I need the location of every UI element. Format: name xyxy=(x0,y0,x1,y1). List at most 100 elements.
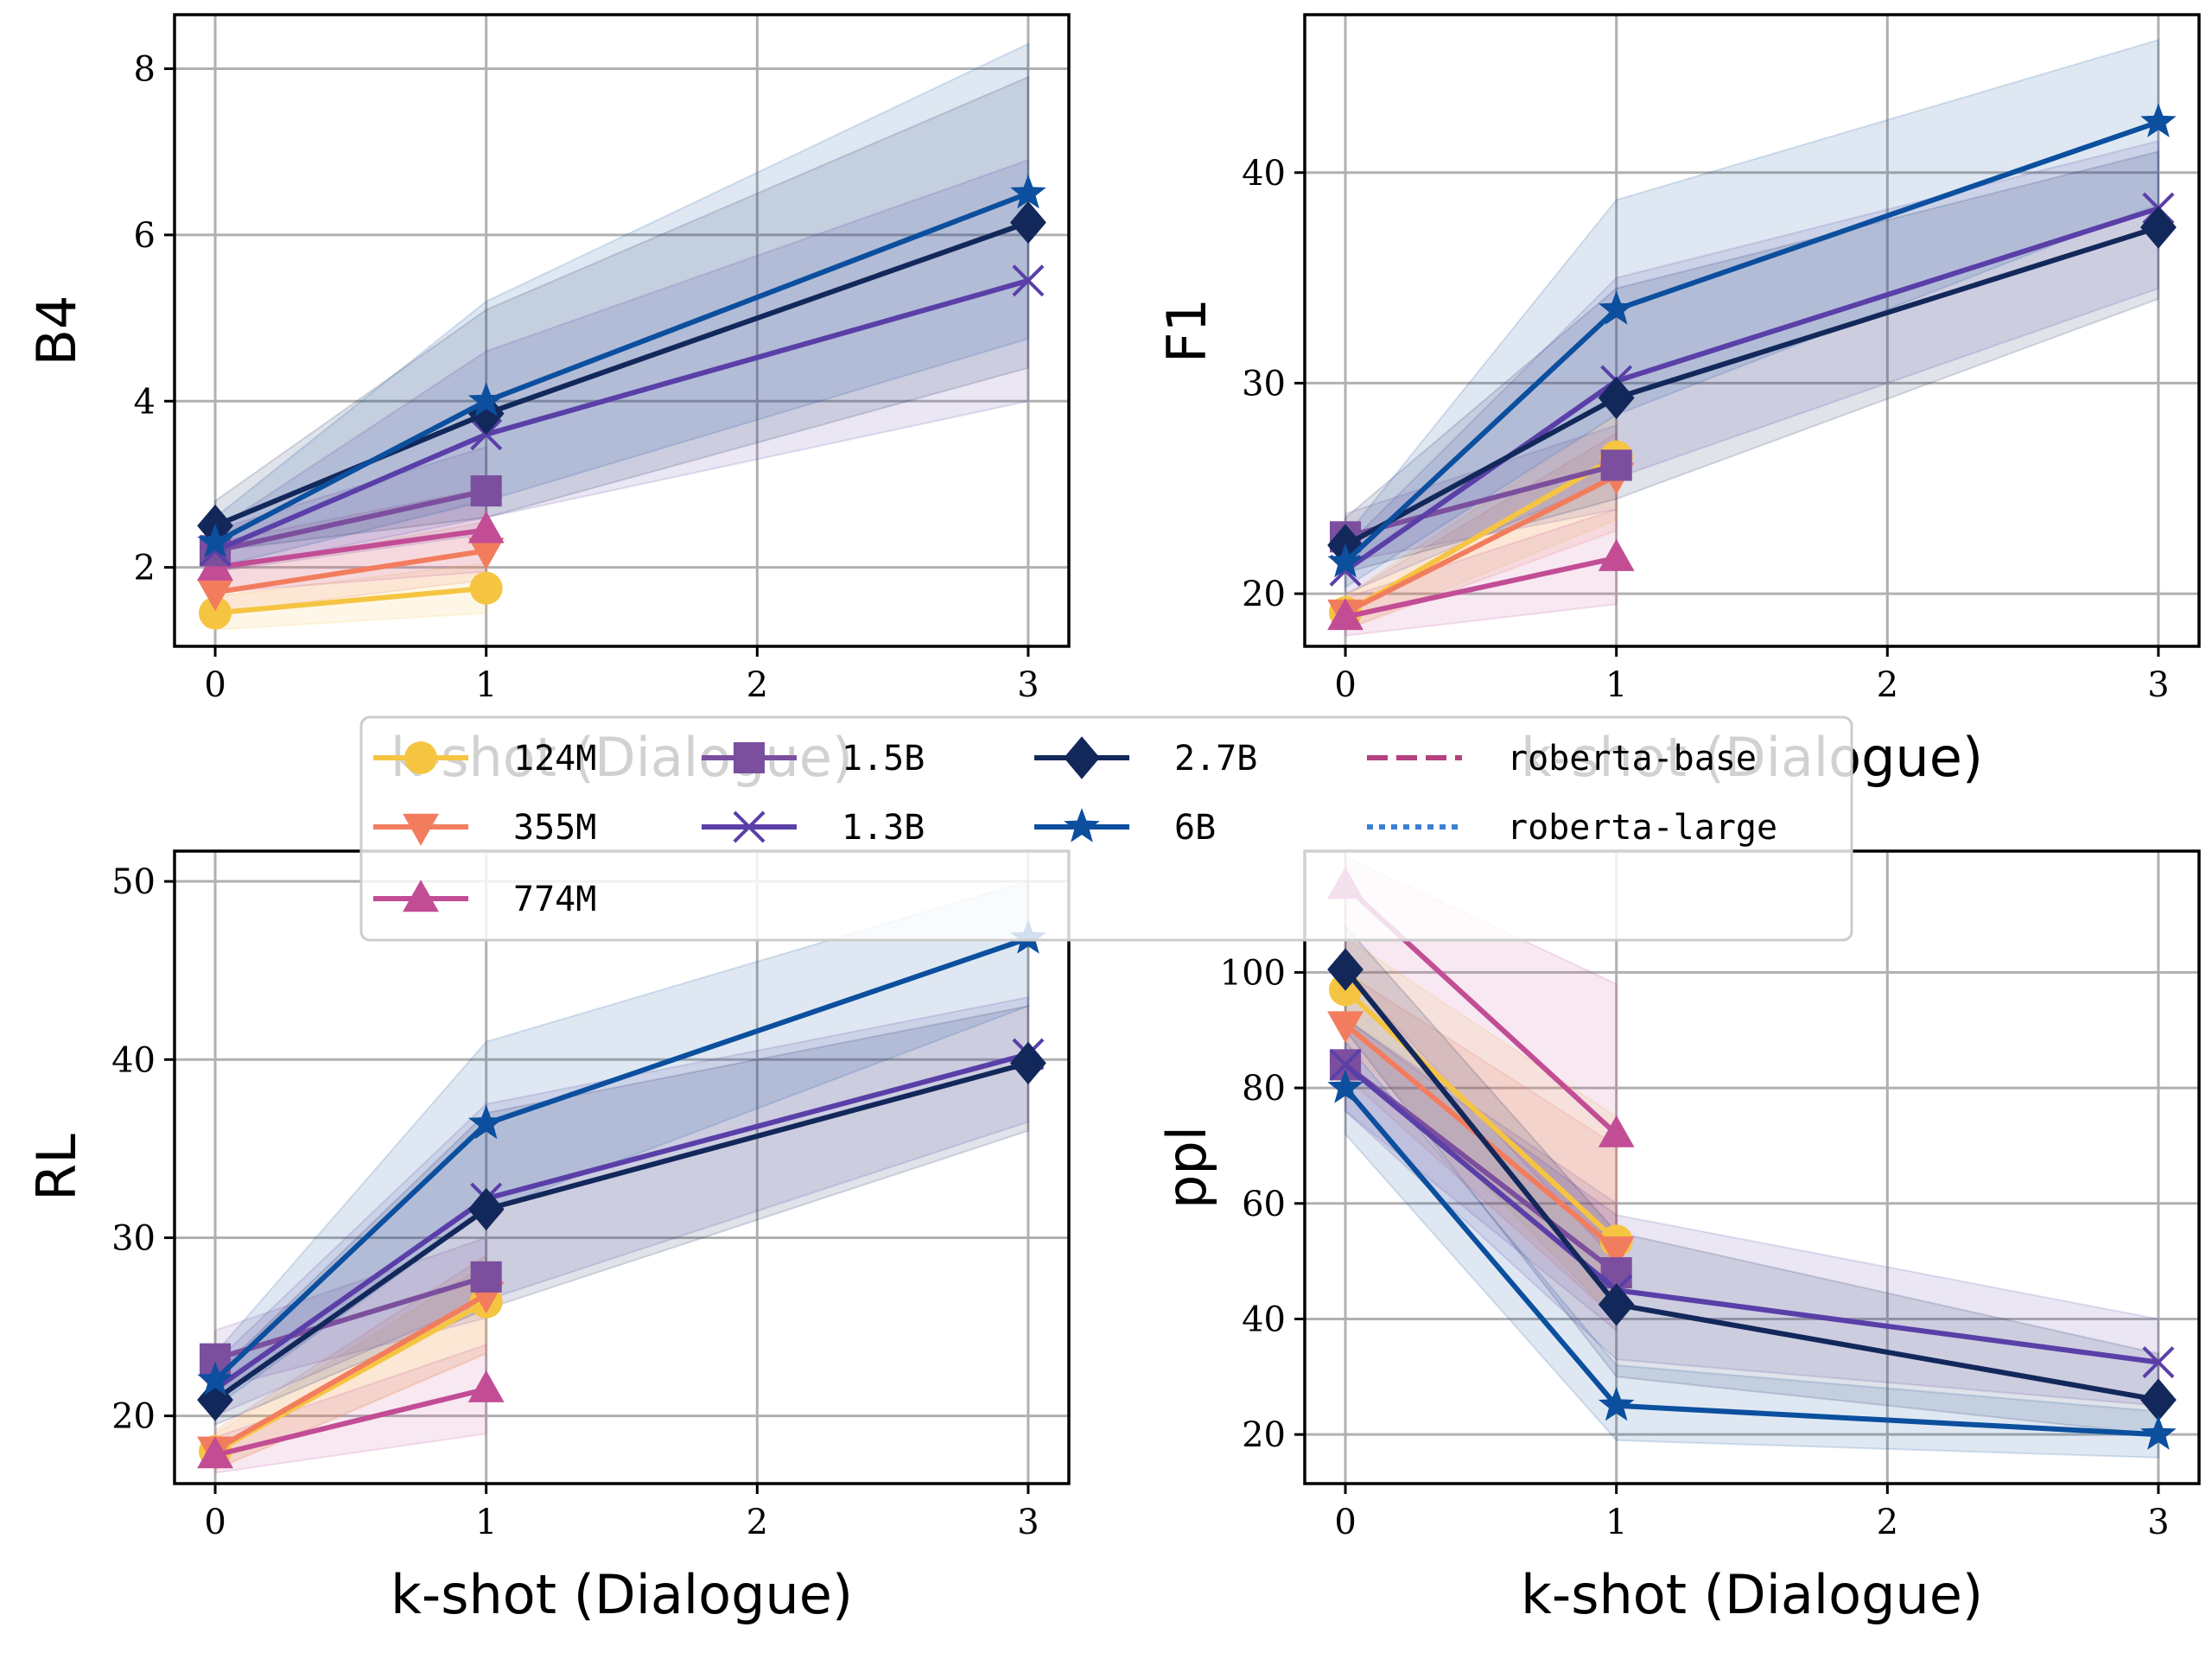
x-tick-label: 1 xyxy=(475,1503,497,1542)
x-tick-label: 2 xyxy=(1877,1503,1898,1542)
data-point-1.3B xyxy=(1329,1048,1362,1081)
legend-marker xyxy=(733,810,766,843)
data-point-6B xyxy=(1327,1069,1363,1103)
data-point-355M xyxy=(467,537,505,570)
legend-marker xyxy=(404,741,437,774)
legend-item-roberta-large: roberta-large xyxy=(1367,808,1777,848)
legend-marker xyxy=(733,741,766,774)
data-point-2.7B xyxy=(1598,1283,1635,1326)
data-point-124M xyxy=(199,596,232,630)
chart-panel-top-right: 0123203040k-shot (Dialogue)F1 xyxy=(1155,13,2201,789)
data-point-6B xyxy=(467,382,505,416)
x-tick-label: 0 xyxy=(1334,665,1356,705)
x-tick-label: 1 xyxy=(475,665,497,705)
data-point-2.7B xyxy=(1010,200,1046,245)
x-tick-label: 3 xyxy=(1017,1503,1039,1542)
series-line-355M xyxy=(214,548,487,595)
y-tick-label: 20 xyxy=(1242,1415,1286,1455)
series-line-1.5B xyxy=(214,1274,487,1362)
legend-label: 774M xyxy=(513,880,596,919)
data-point-774M xyxy=(1598,1115,1635,1147)
x-tick-label: 1 xyxy=(1605,1503,1627,1542)
y-tick-label: 40 xyxy=(1242,1300,1286,1339)
data-point-6B xyxy=(1598,1386,1635,1421)
data-point-1.5B xyxy=(470,1261,502,1293)
legend-label: roberta-base xyxy=(1507,739,1757,779)
legend-item-1.5B: 1.5B xyxy=(702,739,925,779)
series-line-355M xyxy=(1344,473,1618,615)
x-tick-label: 1 xyxy=(1605,665,1627,705)
data-point-124M xyxy=(469,571,503,605)
y-tick-label: 8 xyxy=(134,50,156,90)
legend-label: 124M xyxy=(513,739,596,779)
series-6B xyxy=(1327,1069,2177,1450)
data-point-6B xyxy=(2140,103,2177,137)
legend-label: 1.5B xyxy=(842,739,925,779)
series-line-1.5B xyxy=(214,488,487,554)
legend-label: 6B xyxy=(1174,808,1216,848)
y-tick-label: 4 xyxy=(134,382,156,422)
y-axis-label: RL xyxy=(25,1134,88,1201)
y-tick-label: 20 xyxy=(1242,575,1286,614)
data-point-2.7B xyxy=(1010,1041,1046,1085)
data-point-6B xyxy=(1327,543,1363,578)
legend-item-6B: 6B xyxy=(1034,808,1216,848)
axes-frame xyxy=(173,13,1071,648)
series-line-355M xyxy=(213,1292,488,1452)
x-axis-label: k-shot (Dialogue) xyxy=(391,1563,853,1626)
chart-panel-top-left: 01232468k-shot (Dialogue)B4 xyxy=(25,13,1071,789)
series-line-124M xyxy=(214,585,486,616)
legend-label: roberta-large xyxy=(1507,808,1777,848)
legend-marker xyxy=(403,813,439,846)
legend-item-2.7B: 2.7B xyxy=(1034,736,1257,779)
series-6B xyxy=(197,174,1046,558)
data-point-1.3B xyxy=(1012,264,1045,297)
data-point-6B xyxy=(1010,174,1046,209)
series-2.7B xyxy=(1327,948,2177,1421)
legend-item-774M: 774M xyxy=(373,880,596,919)
series-line-124M xyxy=(1344,454,1618,615)
y-tick-label: 2 xyxy=(134,549,156,588)
legend-item-124M: 124M xyxy=(373,739,596,779)
data-point-2.7B xyxy=(1598,376,1635,420)
series-line-774M xyxy=(214,1386,487,1458)
x-tick-label: 3 xyxy=(2147,1503,2169,1542)
x-tick-label: 2 xyxy=(1877,665,1898,705)
y-tick-label: 50 xyxy=(111,862,156,902)
data-point-2.7B xyxy=(2140,1378,2177,1421)
legend-label: 2.7B xyxy=(1174,739,1257,779)
confidence-bands xyxy=(214,42,1029,631)
series-355M xyxy=(197,537,505,612)
legend: 124M 355M 774M 1.5B 1.3B 2.7B 6B roberta-base ro… xyxy=(359,715,1853,942)
band-6B xyxy=(1344,38,2159,589)
legend-item-roberta-base: roberta-base xyxy=(1367,739,1757,779)
y-axis-label: ppl xyxy=(1155,1126,1218,1209)
legend-marker xyxy=(1064,808,1100,842)
y-tick-label: 40 xyxy=(1242,154,1286,194)
axes-frame xyxy=(1303,13,2201,648)
y-tick-label: 80 xyxy=(1242,1069,1286,1109)
y-tick-label: 40 xyxy=(111,1040,156,1080)
legend-label: 1.3B xyxy=(842,808,925,848)
series-line-774M xyxy=(214,527,487,570)
x-tick-label: 2 xyxy=(747,665,768,705)
y-axis-label: B4 xyxy=(25,296,88,366)
x-tick-label: 0 xyxy=(204,665,226,705)
legend-label: 355M xyxy=(513,808,596,848)
y-tick-label: 60 xyxy=(1242,1185,1286,1224)
y-tick-label: 100 xyxy=(1220,953,1286,993)
data-point-774M xyxy=(467,1370,505,1402)
series-line-1.5B xyxy=(1344,462,1618,540)
y-tick-label: 6 xyxy=(134,216,156,256)
legend-item-1.3B: 1.3B xyxy=(702,808,925,848)
legend-item-355M: 355M xyxy=(373,808,596,848)
y-tick-label: 30 xyxy=(111,1218,156,1258)
series-774M xyxy=(197,1370,505,1469)
data-point-2.7B xyxy=(1327,948,1363,991)
data-point-6B xyxy=(1598,290,1635,325)
x-axis-label: k-shot (Dialogue) xyxy=(1521,1563,1983,1626)
data-point-774M xyxy=(467,511,505,543)
data-point-355M xyxy=(197,579,233,612)
data-point-774M xyxy=(197,1436,233,1469)
